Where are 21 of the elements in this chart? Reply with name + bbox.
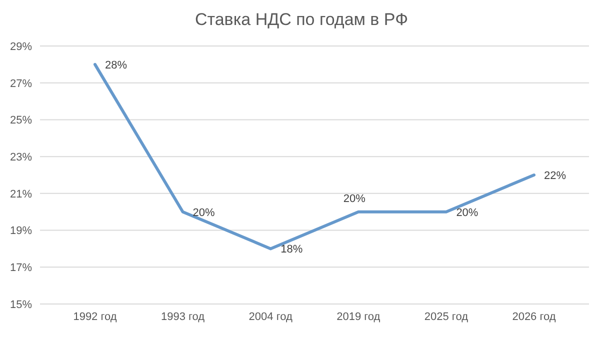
y-tick-label: 15% [10, 298, 32, 311]
data-label: 18% [280, 244, 303, 256]
data-label: 20% [343, 192, 366, 205]
data-label: 28% [105, 59, 128, 72]
data-label: 20% [456, 206, 478, 219]
y-tick-label: 25% [10, 114, 32, 127]
x-tick-label: 2025 год [424, 310, 469, 323]
x-tick-label: 1993 год [161, 310, 206, 323]
x-tick-label: 2026 год [512, 310, 556, 323]
x-tick-label: 2004 год [248, 310, 293, 323]
chart-title: Ставка НДС по годам в РФ [194, 10, 410, 30]
y-tick-label: 23% [10, 151, 32, 164]
y-tick-label: 29% [10, 40, 32, 53]
x-tick-label: 1992 год [73, 310, 118, 323]
x-tick-label: 2019 год [336, 310, 381, 323]
data-label: 20% [192, 206, 216, 219]
y-tick-label: 17% [10, 262, 32, 274]
y-tick-label: 21% [10, 188, 32, 200]
data-label: 22% [544, 170, 566, 182]
y-tick-label: 27% [10, 78, 32, 90]
y-tick-label: 19% [10, 225, 32, 238]
